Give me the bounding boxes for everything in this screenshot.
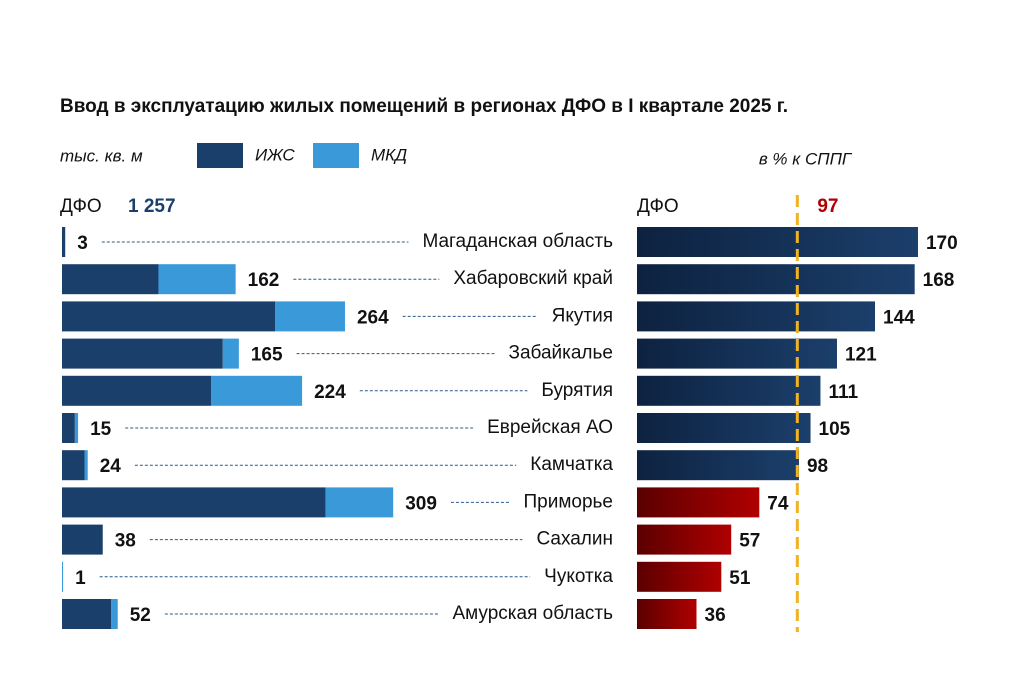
value-label: 74 (767, 493, 789, 514)
value-label: 36 (705, 605, 726, 626)
value-label: 24 (100, 456, 122, 477)
bar (637, 264, 915, 295)
bar (637, 227, 918, 257)
category-label: Чукотка (544, 566, 613, 587)
value-label: 3 (77, 233, 88, 254)
bar-segment (84, 450, 88, 481)
value-label: 170 (926, 233, 958, 254)
value-label: 165 (251, 345, 283, 366)
value-label: 309 (405, 493, 437, 514)
category-label: Приморье (524, 491, 614, 512)
bar (637, 524, 732, 555)
category-label: Еврейская АО (487, 417, 613, 438)
bar-segment (62, 561, 64, 592)
value-label: 224 (314, 382, 346, 403)
category-label: Забайкалье (508, 343, 613, 364)
category-label: Амурская область (452, 603, 613, 624)
total-name: ДФО (637, 196, 679, 217)
legend-swatch (313, 143, 359, 168)
bar-segment (210, 375, 303, 406)
category-label: Бурятия (541, 380, 613, 401)
bar-segment (62, 375, 211, 406)
bar (637, 561, 722, 592)
bar (637, 413, 811, 443)
total-value: 1 257 (128, 196, 176, 217)
bar-segment (62, 599, 112, 629)
value-label: 264 (357, 307, 389, 328)
bar-segment (62, 264, 159, 295)
legend-label: ИЖС (255, 145, 295, 164)
bar-segment (62, 338, 223, 369)
value-label: 51 (729, 568, 751, 589)
bar-segment (62, 413, 75, 443)
category-label: Камчатка (530, 454, 613, 475)
bar-segment (74, 413, 79, 443)
bar-segment (111, 599, 118, 629)
category-label: Якутия (552, 305, 613, 326)
bar (637, 599, 697, 629)
bar-segment (325, 487, 394, 518)
value-label: 162 (248, 270, 280, 291)
bar-segment (222, 338, 239, 369)
value-label: 168 (923, 270, 955, 291)
bar (637, 301, 875, 332)
subtitle: в % к СППГ (759, 149, 853, 168)
value-label: 111 (828, 382, 858, 403)
bar-segment (62, 301, 276, 332)
bar-segment (275, 301, 345, 332)
bar (637, 487, 760, 518)
category-label: Магаданская область (422, 231, 613, 252)
value-label: 15 (90, 419, 112, 440)
bar-segment (62, 524, 103, 555)
value-label: 105 (819, 419, 851, 440)
value-label: 1 (75, 568, 86, 589)
value-label: 144 (883, 307, 915, 328)
bar-segment (158, 264, 236, 295)
bar-segment (62, 227, 66, 257)
value-label: 121 (845, 345, 877, 366)
category-label: Сахалин (536, 529, 613, 550)
bar (637, 450, 799, 481)
bar-segment (62, 450, 85, 481)
category-label: Хабаровский край (453, 268, 613, 289)
total-name: ДФО (60, 196, 102, 217)
legend-swatch (197, 143, 243, 168)
unit-label: тыс. кв. м (60, 146, 143, 165)
bar-segment (62, 487, 326, 518)
chart-title: Ввод в эксплуатацию жилых помещений в ре… (60, 96, 788, 117)
bar (637, 375, 821, 406)
bar (637, 338, 837, 369)
legend-label: МКД (371, 145, 407, 164)
value-label: 98 (807, 456, 828, 477)
value-label: 52 (130, 605, 151, 626)
value-label: 57 (739, 531, 760, 552)
value-label: 38 (115, 531, 136, 552)
reference-label: 97 (817, 196, 838, 217)
